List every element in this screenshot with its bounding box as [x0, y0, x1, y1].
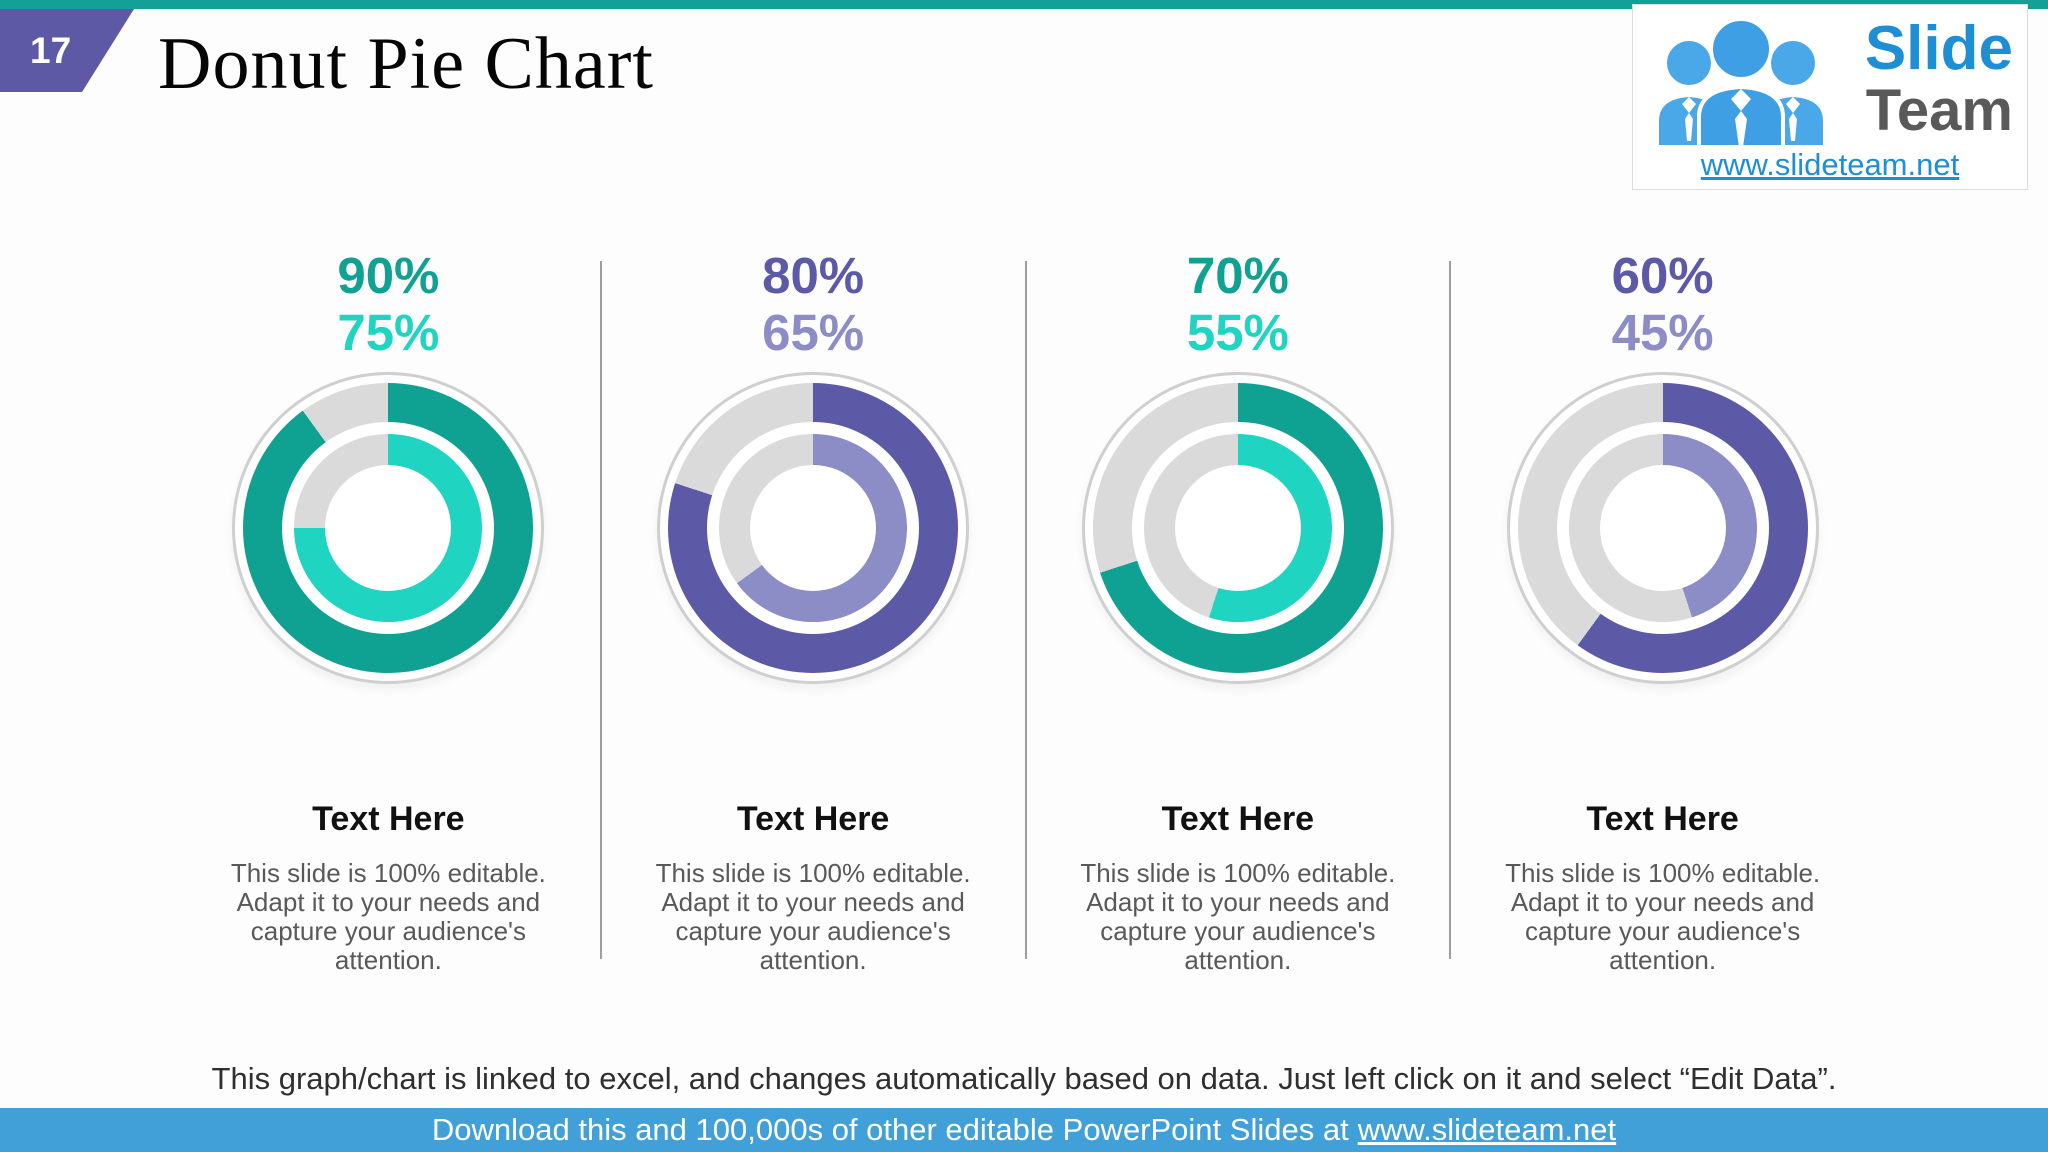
edit-data-note: This graph/chart is linked to excel, and… — [211, 1061, 1837, 1096]
outer-ring-value: 60% — [1611, 247, 1714, 304]
panel-description: This slide is 100% editable. Adapt it to… — [1080, 858, 1396, 975]
outer-ring-value: 80% — [762, 247, 865, 304]
logo-link[interactable]: www.slideteam.net — [1700, 147, 1960, 182]
inner-ring-value: 45% — [1611, 304, 1714, 361]
donut-hole — [1174, 465, 1301, 591]
panel-description: This slide is 100% editable. Adapt it to… — [230, 858, 546, 975]
inner-ring-value: 55% — [1186, 304, 1289, 361]
panel-description: This slide is 100% editable. Adapt it to… — [655, 858, 971, 975]
brand-wordmark: Slide Team — [1864, 14, 2013, 144]
panel-description: This slide is 100% editable. Adapt it to… — [1505, 858, 1821, 975]
chart-panel: 60% 45% Text Here This slide is 100% edi… — [1451, 247, 1874, 975]
top-accent-bar — [0, 0, 2048, 9]
page-title: Donut Pie Chart — [158, 23, 654, 105]
download-bar: Download this and 100,000s of other edit… — [0, 1108, 2048, 1152]
ring-value-labels: 90% 75% — [337, 247, 439, 361]
panel-title: Text Here — [1586, 800, 1739, 838]
donut-hole — [750, 465, 877, 591]
page-number-tab: 17 — [0, 9, 134, 92]
download-bar-link[interactable]: www.slideteam.net — [1357, 1112, 1617, 1147]
outer-ring-value: 70% — [1186, 247, 1289, 304]
brand-team: Team — [1865, 78, 2013, 144]
column-divider — [1024, 261, 1027, 959]
panel-title: Text Here — [1161, 800, 1315, 838]
download-bar-text: Download this and 100,000s of other edit… — [431, 1112, 1349, 1147]
people-icon — [1655, 17, 1827, 149]
donut-hole — [1599, 465, 1726, 591]
panel-title: Text Here — [736, 800, 890, 838]
donut-hole — [325, 465, 452, 591]
ring-value-labels: 80% 65% — [762, 247, 864, 361]
chart-panel: 80% 65% Text Here This slide is 100% edi… — [602, 247, 1025, 975]
chart-panel: 90% 75% Text Here This slide is 100% edi… — [177, 247, 600, 975]
column-divider — [599, 261, 602, 959]
inner-ring-value: 65% — [762, 304, 865, 361]
column-divider — [1449, 261, 1452, 959]
donut-chart[interactable] — [657, 372, 970, 684]
donut-chart[interactable] — [232, 372, 545, 684]
outer-ring-value: 90% — [337, 247, 440, 304]
brand-slide: Slide — [1864, 14, 2013, 83]
ring-value-labels: 70% 55% — [1187, 247, 1289, 361]
slideteam-logo[interactable]: Slide Team www.slideteam.net — [1632, 4, 2028, 190]
charts-row: 90% 75% Text Here This slide is 100% edi… — [177, 247, 1874, 987]
chart-panel: 70% 55% Text Here This slide is 100% edi… — [1027, 247, 1450, 975]
panel-title: Text Here — [312, 800, 465, 838]
ring-value-labels: 60% 45% — [1612, 247, 1714, 361]
donut-chart[interactable] — [1506, 372, 1819, 684]
page-number: 17 — [30, 29, 72, 71]
inner-ring-value: 75% — [337, 304, 440, 361]
donut-chart[interactable] — [1081, 372, 1394, 684]
